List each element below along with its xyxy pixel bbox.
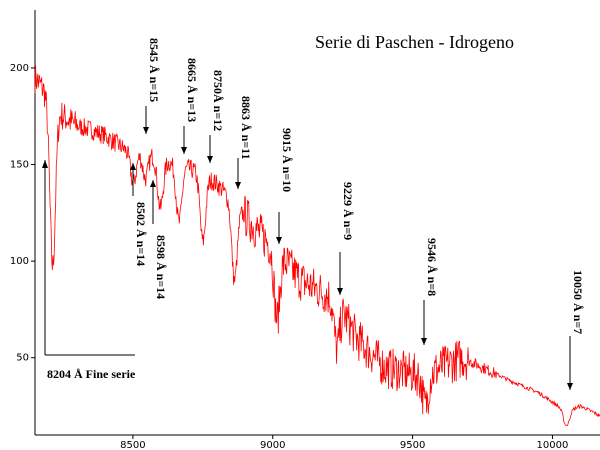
annotation-arrowhead [337,288,343,295]
y-ticks: 50 100 150 200 [10,63,35,364]
x-tick-label: 9000 [260,440,285,450]
line-annotation-label: 9229 Å n=9 [341,182,355,240]
line-annotation-label: 10050 Å n=7 [571,270,585,334]
annotation-arrowhead [130,163,136,170]
annotation-arrowhead [181,147,187,154]
x-tick-label: 9500 [400,440,425,450]
line-annotation-label: 8863 Å n=11 [239,96,253,160]
annotation-arrowhead [421,338,427,345]
chart-title: Serie di Paschen - Idrogeno [315,32,514,52]
line-annotation-label: 9015 Å n=10 [280,128,294,192]
line-annotations: 8545 Å n=15 8665 Å n=13 8750Å n=12 8863 Å n… [42,38,585,390]
y-tick-label: 200 [10,63,29,74]
y-tick-label: 100 [10,256,29,267]
annotation-arrowhead [276,237,282,244]
series-limit-arrowhead [42,160,48,168]
line-annotation-label: 8665 Å n=13 [185,58,199,122]
x-ticks: 8500 9000 9500 10000 [120,435,568,450]
spectrum-series-line [34,65,600,426]
x-tick-label: 8500 [120,440,145,450]
line-annotation-label: 8545 Å n=15 [147,38,161,102]
line-annotation-label: 8598 Å n=14 [154,235,168,299]
y-tick-label: 150 [10,160,29,171]
line-annotation-label: 8502 Å n=14 [134,202,148,266]
annotation-arrowhead [235,182,241,189]
annotation-arrowhead [150,180,156,187]
series-limit-label: 8204 Å Fine serie [47,367,136,381]
y-tick-label: 50 [16,353,29,364]
annotation-arrowhead [207,156,213,163]
annotation-arrowhead [143,127,149,134]
line-annotation-label: 8750Å n=12 [211,70,225,131]
line-annotation-label: 9546 Å n=8 [425,238,439,296]
x-tick-label: 10000 [537,440,569,450]
annotation-arrowhead [567,383,573,390]
